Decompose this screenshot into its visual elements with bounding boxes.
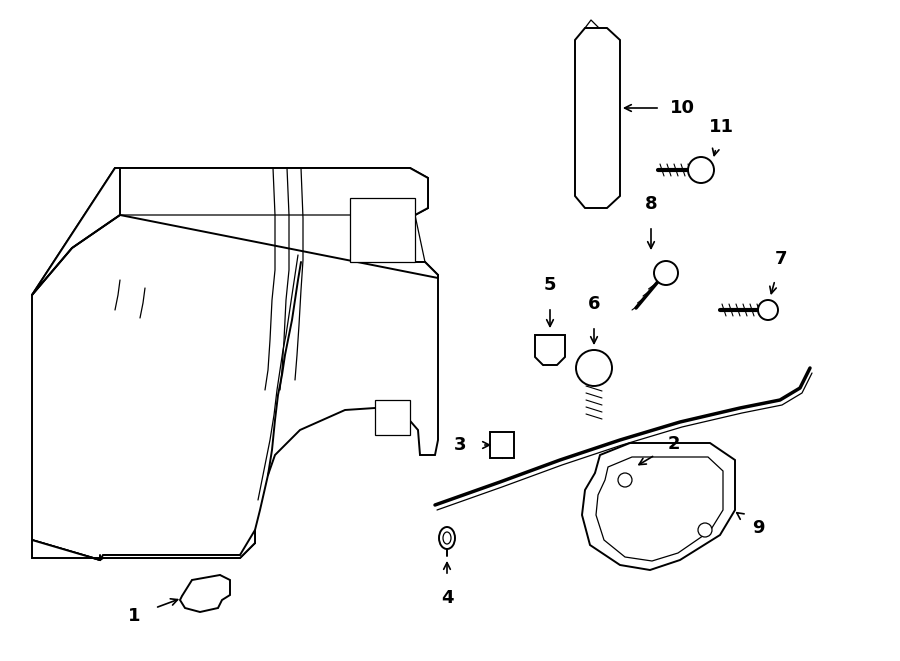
Text: 8: 8 bbox=[644, 195, 657, 213]
Polygon shape bbox=[350, 198, 415, 262]
Polygon shape bbox=[535, 335, 565, 365]
Polygon shape bbox=[596, 457, 723, 561]
Text: 4: 4 bbox=[441, 589, 454, 607]
Ellipse shape bbox=[443, 532, 451, 544]
Polygon shape bbox=[180, 575, 230, 612]
Circle shape bbox=[654, 261, 678, 285]
Circle shape bbox=[688, 157, 714, 183]
Text: 5: 5 bbox=[544, 276, 556, 294]
Text: 3: 3 bbox=[454, 436, 466, 454]
Text: 11: 11 bbox=[709, 118, 734, 136]
Text: 1: 1 bbox=[128, 607, 140, 625]
Polygon shape bbox=[32, 168, 438, 295]
Polygon shape bbox=[32, 530, 255, 560]
Text: 2: 2 bbox=[668, 435, 680, 453]
Polygon shape bbox=[490, 432, 514, 458]
Polygon shape bbox=[375, 400, 410, 435]
Polygon shape bbox=[575, 28, 620, 208]
Circle shape bbox=[576, 350, 612, 386]
Ellipse shape bbox=[439, 527, 455, 549]
Text: 6: 6 bbox=[588, 295, 600, 313]
Circle shape bbox=[698, 523, 712, 537]
Text: 7: 7 bbox=[775, 250, 788, 268]
Text: 9: 9 bbox=[752, 519, 764, 537]
Polygon shape bbox=[582, 443, 735, 570]
Text: 10: 10 bbox=[670, 99, 695, 117]
Circle shape bbox=[618, 473, 632, 487]
Polygon shape bbox=[32, 168, 438, 560]
Circle shape bbox=[758, 300, 778, 320]
